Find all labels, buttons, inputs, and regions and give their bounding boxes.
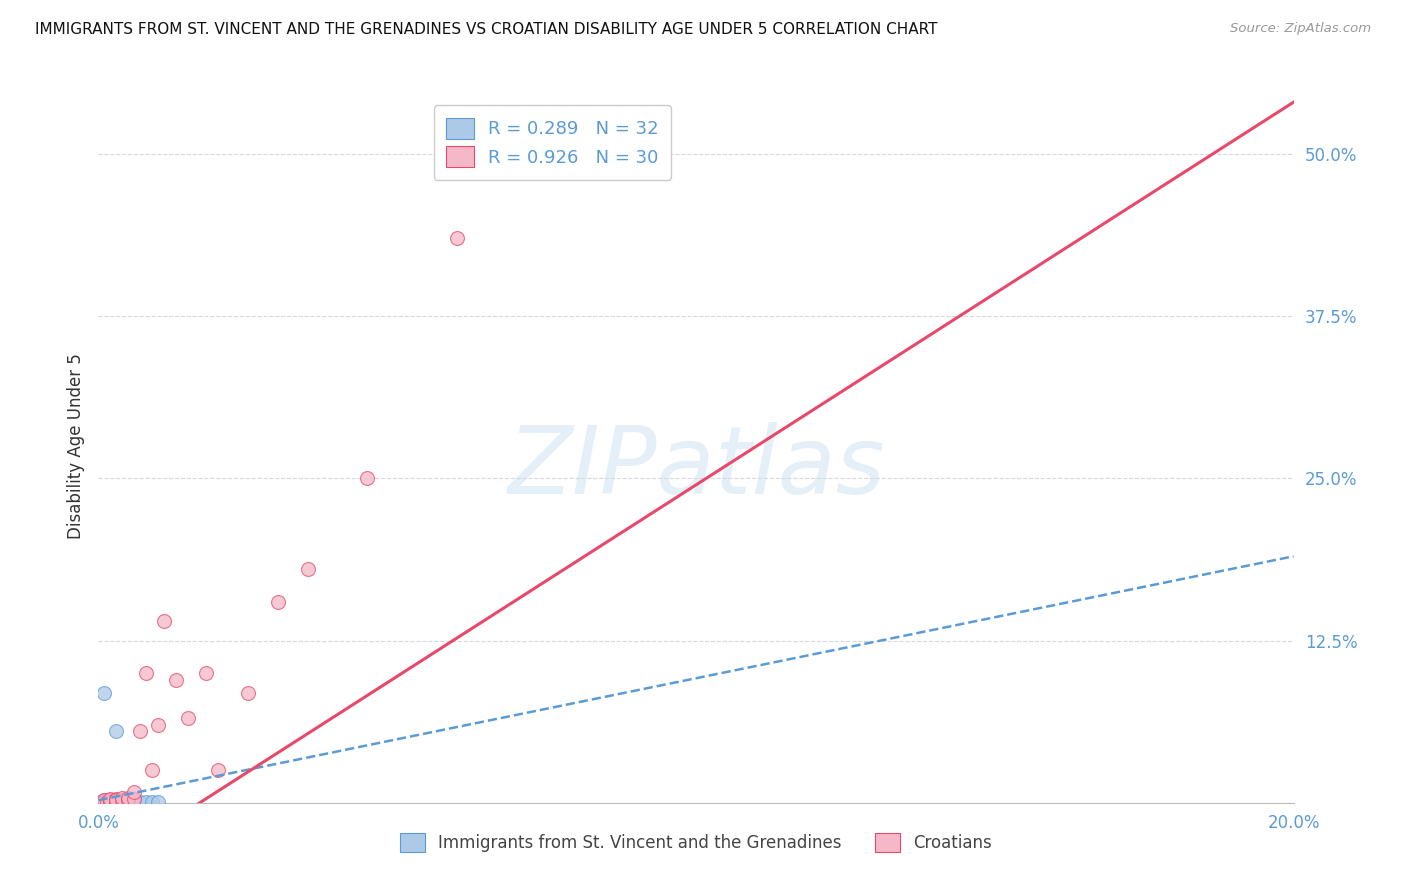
Point [135,666,157,681]
Point [177,711,200,725]
Point [105,795,128,809]
Point [148,795,170,809]
Point [148,718,170,732]
Point [105,795,128,809]
Text: Source: ZipAtlas.com: Source: ZipAtlas.com [1230,22,1371,36]
Point [98,795,122,809]
Point [105,724,128,739]
Point [103,795,125,809]
Point [98,795,122,809]
Point [207,764,229,778]
Point [117,795,139,809]
Point [124,793,146,807]
Point [93,793,115,807]
Point [108,795,131,809]
Point [111,790,134,805]
Point [103,793,125,807]
Text: ZIPatlas: ZIPatlas [508,422,884,513]
Point [195,666,218,681]
Point [297,562,319,576]
Point [117,795,139,809]
Point [105,793,128,807]
Point [114,795,136,809]
Point [111,793,134,807]
Point [98,793,122,807]
Point [356,471,378,485]
Point [267,595,290,609]
Point [93,795,115,809]
Point [141,795,163,809]
Point [153,614,176,628]
Point [96,795,118,809]
Point [98,795,121,809]
Point [108,795,131,809]
Point [93,793,115,807]
Point [111,795,134,809]
Point [124,785,146,799]
Point [129,724,152,739]
Point [117,793,139,807]
Point [91,795,114,809]
Point [90,795,112,809]
Point [90,795,112,809]
Legend: Immigrants from St. Vincent and the Grenadines, Croatians: Immigrants from St. Vincent and the Gren… [394,826,998,859]
Point [165,673,187,687]
Point [93,685,115,699]
Point [96,793,118,807]
Text: IMMIGRANTS FROM ST. VINCENT AND THE GRENADINES VS CROATIAN DISABILITY AGE UNDER : IMMIGRANTS FROM ST. VINCENT AND THE GREN… [35,22,938,37]
Point [105,792,128,806]
Point [135,795,157,809]
Point [93,795,115,809]
Point [446,231,468,245]
Point [105,795,128,809]
Point [141,764,163,778]
Point [100,795,122,809]
Point [124,792,146,806]
Point [236,685,259,699]
Point [129,795,152,809]
Point [117,790,139,805]
Point [111,793,134,807]
Point [98,795,122,809]
Point [105,793,128,807]
Point [124,795,146,809]
Point [98,793,122,807]
Point [96,795,118,809]
Point [94,795,117,809]
Y-axis label: Disability Age Under 5: Disability Age Under 5 [66,353,84,539]
Point [98,792,122,806]
